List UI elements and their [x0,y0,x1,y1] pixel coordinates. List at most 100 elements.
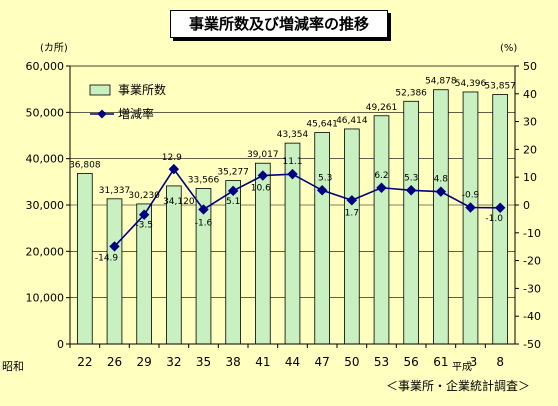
right-axis-tick-label: 30 [523,116,537,129]
era-label-heisei: 平成 [452,361,472,373]
bar-value-label: 33,566 [188,175,220,185]
right-axis-tick-label: -10 [523,227,541,240]
rate-marker [138,209,150,220]
rate-value-label: 12.9 [162,153,182,163]
rate-value-label: 5.1 [226,197,240,207]
rate-marker [465,202,476,213]
legend-swatch-bar [89,84,111,96]
rate-marker [227,185,239,197]
left-axis-tick-label: 0 [57,338,64,351]
x-axis-tick-label: 38 [226,355,241,369]
rate-marker [435,186,447,197]
right-axis-tick-label: 20 [523,143,537,156]
x-axis-tick-label: 41 [255,355,270,369]
rate-value-label: 4.8 [434,175,449,185]
bar-value-label: 35,277 [217,168,249,178]
x-axis-tick-label: 22 [77,355,92,369]
x-axis-tick-label: 8 [496,355,504,369]
bar-value-label: 34,120 [163,197,195,207]
bar [344,128,360,345]
right-axis-tick-label: -50 [523,338,541,351]
legend-label-line: 増減率 [118,106,154,121]
bar-value-label: 36,808 [69,160,101,170]
left-axis-tick-label: 10,000 [26,292,65,305]
x-axis-tick-label: 26 [107,355,122,369]
rate-marker [494,202,506,213]
rate-value-label: -14.9 [95,253,119,263]
bar-value-label: 49,261 [366,103,398,113]
bar [403,100,419,345]
bar [373,115,390,345]
rate-marker [287,168,298,180]
right-axis-unit: (%) [500,43,517,54]
bar-value-label: 43,354 [277,130,309,140]
rate-marker [405,185,417,196]
rate-marker [109,241,120,252]
rate-marker [198,204,209,215]
x-axis-tick-label: 50 [344,355,359,369]
bar-value-label: 52,386 [395,88,427,98]
line-series [109,163,506,252]
bar [462,91,479,345]
rate-value-label: -1.0 [485,214,503,224]
bar-value-label: 46,414 [336,116,368,126]
right-axis-tick-label: 0 [523,199,530,212]
bar [106,198,123,345]
bar-value-label: 39,017 [247,150,279,160]
rate-marker [376,182,387,193]
right-axis-tick-label: -30 [523,282,541,295]
bar-value-label: 53,857 [484,81,516,91]
rate-value-label: -1.6 [195,218,213,228]
x-axis-tick-label: 35 [196,355,211,369]
rate-value-label: 6.2 [374,171,388,181]
chart-title: 事業所数及び増減率の推移 [170,10,388,38]
x-axis-tick-label: 47 [315,355,330,369]
left-axis-tick-label: 60,000 [26,60,65,73]
bar-value-label: 54,396 [455,79,487,89]
left-axis-tick-label: 40,000 [26,153,65,166]
x-axis-tick-label: 53 [374,355,389,369]
rate-marker [316,185,328,196]
x-axis-tick-label: 56 [404,355,419,369]
era-label-showa: 昭和 [2,360,24,373]
source-note: ＜事業所・企業統計調査＞ [386,378,530,393]
left-axis-tick-label: 20,000 [26,245,65,258]
right-axis-tick-label: -20 [523,255,541,268]
bar-value-label: 30,230 [128,191,160,201]
right-axis-tick-label: 40 [523,88,537,101]
bar-value-label: 45,641 [306,120,338,130]
left-axis-tick-label: 50,000 [26,106,65,119]
bar [433,89,449,345]
legend-marker-line [97,109,107,119]
rate-value-label: 1.7 [345,208,359,218]
right-axis-tick-label: 10 [523,171,537,184]
left-axis-unit: (カ所) [40,42,68,54]
right-axis-tick-label: 50 [523,60,537,73]
left-axis-tick-label: 30,000 [26,199,65,212]
x-axis-tick-label: 61 [433,355,448,369]
rate-value-label: -3.5 [135,221,153,231]
rate-marker [257,170,269,181]
rate-value-label: 5.3 [404,173,418,183]
x-axis-tick-label: 44 [285,355,300,369]
x-axis-tick-label: 32 [166,355,181,369]
right-axis-tick-label: -40 [523,310,541,323]
bar [77,173,93,345]
rate-value-label: 5.3 [318,173,332,183]
x-axis-tick-label: 3 [470,355,478,369]
x-axis-tick-label: 29 [137,355,152,369]
legend-label-bar: 事業所数 [118,82,166,97]
rate-value-label: -0.9 [462,191,480,201]
bar [314,132,330,345]
axes: 0 10,000 20,000 30,000 40,000 50,000 60,000 -50… [26,60,541,369]
bar-value-label: 31,337 [99,186,131,196]
rate-value-label: 10.6 [251,184,271,194]
bar [166,185,182,345]
rate-value-label: 11.1 [282,157,302,167]
rate-marker [346,195,358,206]
bar-value-label: 54,878 [425,77,457,87]
rate-marker [168,163,180,175]
